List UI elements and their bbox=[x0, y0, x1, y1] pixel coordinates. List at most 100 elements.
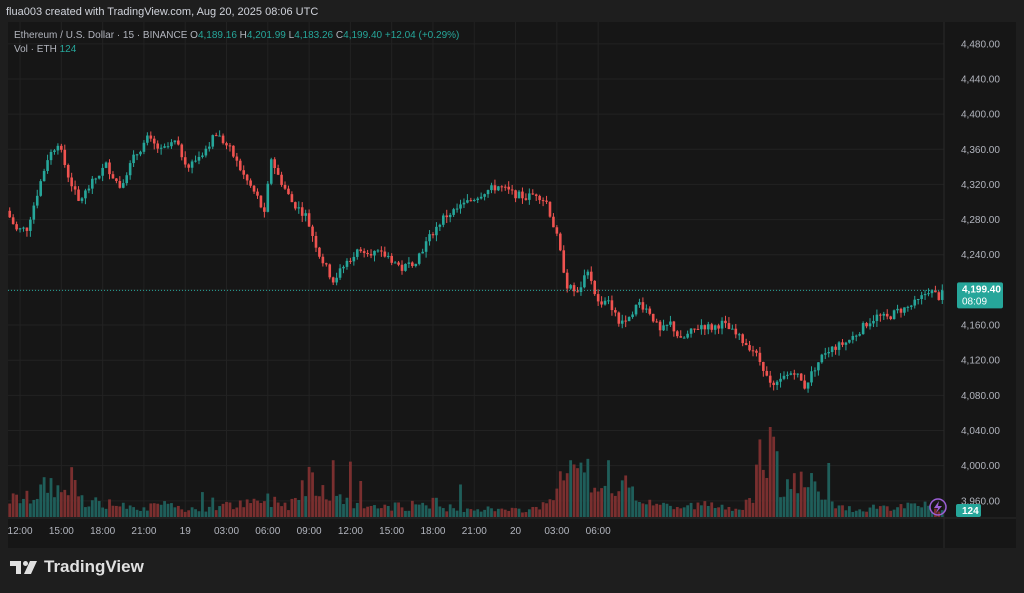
volume-bar bbox=[651, 505, 655, 517]
candle bbox=[411, 261, 414, 268]
time-tick-label: 06:00 bbox=[586, 526, 611, 537]
last-price-value: 4,199.40 bbox=[962, 284, 1001, 295]
volume-bar bbox=[348, 461, 352, 517]
volume-bar bbox=[841, 505, 844, 517]
volume-bar bbox=[761, 469, 765, 517]
volume-bar bbox=[276, 502, 280, 517]
candle bbox=[841, 339, 844, 348]
candle bbox=[631, 311, 634, 319]
candle bbox=[349, 257, 352, 264]
candle bbox=[493, 179, 497, 194]
candle bbox=[569, 284, 572, 290]
volume-bar bbox=[390, 510, 394, 517]
candle bbox=[469, 197, 473, 202]
volume-bar bbox=[792, 473, 796, 517]
volume-bar bbox=[135, 509, 139, 517]
volume-bar bbox=[847, 506, 851, 517]
volume-bar bbox=[262, 501, 266, 517]
time-tick-label: 18:00 bbox=[90, 526, 115, 537]
candle bbox=[252, 185, 256, 194]
volume-bar bbox=[218, 506, 222, 517]
last-price-tag[interactable]: 4,199.40 08:09 bbox=[957, 282, 1003, 309]
candle bbox=[472, 198, 476, 202]
volume-bar bbox=[734, 508, 738, 517]
volume-bar bbox=[582, 472, 586, 517]
volume-bar bbox=[558, 471, 562, 517]
candle bbox=[514, 189, 517, 203]
candle bbox=[872, 315, 875, 328]
grid-lines bbox=[8, 22, 944, 518]
candle bbox=[851, 331, 855, 344]
candle bbox=[84, 188, 87, 205]
candle bbox=[720, 317, 724, 335]
volume-bar bbox=[813, 481, 817, 517]
candle bbox=[693, 328, 696, 333]
volume-bar bbox=[490, 508, 493, 517]
volume-bar bbox=[617, 491, 621, 517]
volume-bar bbox=[383, 504, 387, 517]
volume-bar bbox=[194, 509, 197, 517]
volume-bar bbox=[741, 509, 745, 517]
countdown-value: 08:09 bbox=[962, 296, 987, 307]
candle bbox=[29, 216, 32, 237]
candle bbox=[545, 195, 548, 205]
symbol-name[interactable]: Ethereum / U.S. Dollar · 15 · BINANCE bbox=[14, 30, 188, 41]
tradingview-logo[interactable]: TradingView bbox=[10, 557, 144, 577]
candle bbox=[208, 142, 211, 152]
volume-bar bbox=[899, 504, 903, 517]
candle bbox=[823, 347, 827, 360]
volume-bar bbox=[173, 507, 177, 517]
volume-bar bbox=[231, 509, 235, 517]
change-value: +12.04 (+0.29%) bbox=[384, 30, 460, 41]
volume-bar bbox=[496, 508, 500, 517]
candle bbox=[641, 297, 645, 313]
volume-bar bbox=[703, 501, 707, 517]
candle bbox=[793, 369, 796, 380]
volume-bar bbox=[627, 487, 631, 517]
time-tick-label: 03:00 bbox=[214, 526, 239, 537]
time-tick-label: 21:00 bbox=[131, 526, 156, 537]
volume-bar bbox=[159, 504, 163, 517]
candle bbox=[383, 246, 387, 258]
candle bbox=[170, 139, 173, 149]
volume-bar bbox=[84, 507, 87, 517]
volume-bar bbox=[345, 497, 349, 517]
volume-bar bbox=[930, 512, 934, 517]
volume-bar bbox=[552, 500, 555, 517]
candle bbox=[634, 304, 638, 317]
volume-bar bbox=[376, 508, 380, 517]
volume-bar bbox=[94, 497, 98, 517]
candle bbox=[414, 263, 418, 268]
volume-bar bbox=[885, 506, 889, 517]
volume-bar bbox=[121, 502, 125, 517]
volume-bar bbox=[331, 460, 335, 517]
candle bbox=[18, 227, 22, 233]
volume-bar bbox=[903, 508, 906, 517]
volume-bar bbox=[596, 491, 600, 517]
volume-bar bbox=[280, 506, 283, 517]
volume-bar bbox=[428, 508, 431, 517]
volume-bar bbox=[324, 499, 328, 517]
volume-bar bbox=[11, 493, 15, 517]
candle bbox=[913, 295, 917, 309]
candle bbox=[820, 353, 824, 364]
candle bbox=[810, 366, 813, 386]
lightning-icon[interactable] bbox=[929, 498, 947, 516]
price-chart[interactable]: 4,480.00 4,440.00 4,400.00 4,360.00 4,320.00… bbox=[8, 22, 1016, 548]
candle bbox=[438, 223, 442, 231]
candle bbox=[768, 370, 772, 388]
chart-pane[interactable]: 4,480.00 4,440.00 4,400.00 4,360.00 4,320.00… bbox=[8, 22, 1016, 548]
volume-bar bbox=[269, 507, 273, 517]
volume-bar bbox=[830, 501, 834, 517]
volume-bar bbox=[569, 460, 573, 517]
volume-bar bbox=[820, 499, 824, 517]
volume-bar bbox=[531, 506, 535, 517]
volume-bar bbox=[166, 503, 170, 517]
candle bbox=[937, 290, 941, 301]
candle bbox=[118, 176, 122, 189]
time-tick-label: 03:00 bbox=[544, 526, 569, 537]
candle bbox=[424, 236, 428, 258]
volume-bar bbox=[737, 509, 741, 517]
volume-bar bbox=[906, 502, 910, 517]
volume-bar bbox=[355, 502, 359, 517]
